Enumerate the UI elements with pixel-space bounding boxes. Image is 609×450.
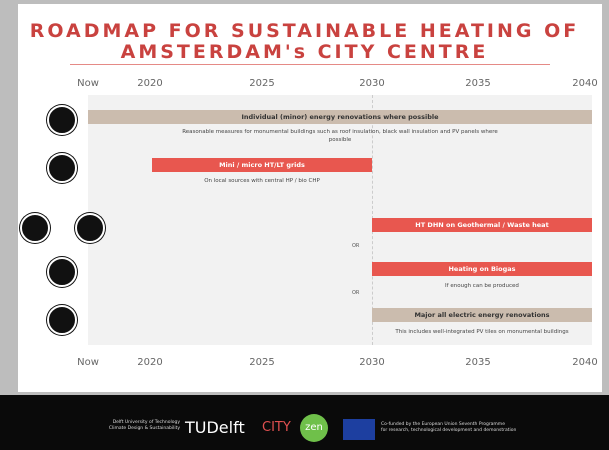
footer-text: Co-funded by the European Union Seventh …	[381, 422, 531, 434]
timeline-label: 2020	[137, 78, 163, 89]
timeline-label: 2025	[249, 78, 275, 89]
connector: OR	[352, 290, 360, 296]
icon	[47, 257, 77, 287]
timeline-label: 2035	[465, 78, 491, 89]
timeline-label: 2030	[359, 78, 385, 89]
footer-text: for research, technological development …	[381, 428, 517, 433]
logo: zen	[300, 414, 328, 442]
measure-description: This includes well-integrated PV tiles o…	[395, 329, 569, 335]
measure-description: On local sources with central HP / bio C…	[204, 178, 320, 184]
title: ROADMAP FOR SUSTAINABLE HEATING OF	[29, 20, 580, 42]
icon	[47, 153, 77, 183]
measure-bar: Individual (minor) energy renovations wh…	[88, 110, 592, 124]
measure-bar: Major all electric energy renovations	[372, 308, 592, 322]
icon	[47, 305, 77, 335]
timeline-label: 2035	[465, 357, 491, 368]
logo: TUDelft	[185, 418, 245, 437]
measure-description: Reasonable measures for monumental build…	[182, 129, 498, 143]
timeline-label: 2040	[572, 357, 598, 368]
icon	[47, 105, 77, 135]
timeline-label: Now	[77, 78, 99, 89]
timeline-label: 2025	[249, 357, 275, 368]
measure-bar: HT DHN on Geothermal / Waste heat	[372, 218, 592, 232]
measure-bar: Mini / micro HT/LT grids	[152, 158, 372, 172]
footer-text: Co-funded by the European Union Seventh …	[381, 422, 505, 427]
eu-flag	[343, 419, 375, 440]
timeline-label: 2030	[359, 357, 385, 368]
measure-description: If enough can be produced	[445, 283, 519, 289]
measure-bar: Heating on Biogas	[372, 262, 592, 276]
footer-text: Climate Design & Sustainability	[108, 426, 180, 431]
timeline-label: 2040	[572, 78, 598, 89]
title: AMSTERDAM's CITY CENTRE	[120, 41, 489, 63]
icon	[20, 213, 50, 243]
timeline-label: 2020	[137, 357, 163, 368]
icon	[75, 213, 105, 243]
footer-text: Delft University of Technology	[112, 420, 180, 425]
footer-text: Delft University of Technology Climate De…	[105, 420, 180, 432]
logo: CITY	[262, 420, 291, 435]
connector: OR	[352, 243, 360, 249]
timeline-label: Now	[77, 357, 99, 368]
title-rule	[70, 64, 550, 65]
